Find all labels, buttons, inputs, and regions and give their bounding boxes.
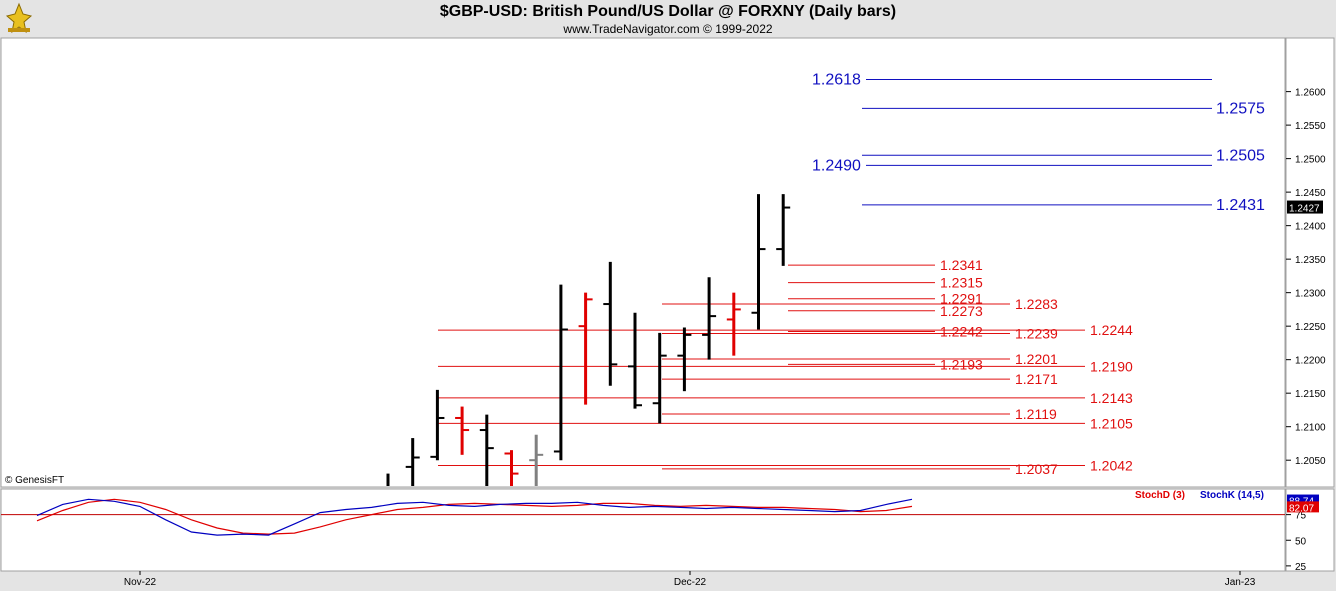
- price-axis-tick-label: 1.2050: [1295, 456, 1326, 467]
- stoch-panel-bg: [0, 488, 1286, 572]
- stoch-series-line: [36, 498, 913, 536]
- price-bars: [386, 194, 791, 486]
- price-axis-tick-label: 1.2550: [1295, 121, 1326, 132]
- stoch-legend: StochD (3) StochK (14,5): [1135, 490, 1264, 501]
- price-axis-tick-label: 1.2600: [1295, 88, 1326, 99]
- fib-label: 1.2242: [940, 324, 983, 340]
- stoch-last-value-marker: [1287, 501, 1319, 513]
- price-axis-tick-label: 1.2200: [1295, 356, 1326, 367]
- date-axis-tick-label: Dec-22: [674, 577, 707, 588]
- price-axis-tick-label: 1.2150: [1295, 389, 1326, 400]
- fib-label: 1.2042: [1090, 458, 1133, 474]
- fib-label: 1.2273: [940, 303, 983, 319]
- price-axis-tick-label: 1.2300: [1295, 289, 1326, 300]
- fib-label: 1.2505: [1216, 147, 1265, 164]
- fib-label: 1.2119: [1015, 406, 1057, 422]
- fib-label: 1.2143: [1090, 390, 1133, 406]
- fib-label: 1.2190: [1090, 358, 1133, 374]
- fib-label: 1.2575: [1216, 100, 1265, 117]
- price-axis-tick-label: 1.2100: [1295, 423, 1326, 434]
- stoch-axis-tick-label: 75: [1295, 511, 1307, 522]
- stoch-axis-tick-label: 25: [1295, 562, 1307, 573]
- fib-label: 1.2618: [812, 72, 861, 89]
- fib-label: 1.2283: [1015, 296, 1058, 312]
- price-axis: 1.2600 1.2550 1.2500 1.2450 1.2400 1.2350 1.23…: [1286, 88, 1326, 467]
- stoch-legend-k: StochK (14,5): [1200, 490, 1264, 501]
- chart-header: $GBP-USD: British Pound/US Dollar @ FORX…: [0, 0, 1336, 38]
- stochastic-lines: [1, 498, 1285, 536]
- fib-label: 1.2193: [940, 356, 983, 372]
- stoch-last-value-marker: [1287, 494, 1319, 506]
- last-price-marker: [1287, 200, 1323, 214]
- trade-navigator-logo-icon: [5, 2, 33, 34]
- stoch-axis: 75502588.7482.07: [1286, 494, 1319, 573]
- fib-label: 1.2490: [812, 157, 861, 174]
- fib-levels: 1.2618 1.2575 1.2505 1.2490 1.2431 1.2341 1.23…: [438, 72, 1265, 477]
- price-axis-tick-label: 1.2350: [1295, 255, 1326, 266]
- stoch-legend-d: StochD (3): [1135, 490, 1185, 501]
- fib-label: 1.2037: [1015, 461, 1058, 477]
- last-price-label: 1.2427: [1289, 204, 1320, 215]
- price-axis-tick-label: 1.2400: [1295, 222, 1326, 233]
- stoch-last-value-label: 82.07: [1289, 503, 1314, 514]
- date-axis-tick-label: Jan-23: [1225, 577, 1256, 588]
- price-axis-tick-label: 1.2250: [1295, 322, 1326, 333]
- fib-label: 1.2315: [940, 275, 983, 291]
- fib-label: 1.2105: [1090, 415, 1133, 431]
- chart-title: $GBP-USD: British Pound/US Dollar @ FORX…: [439, 3, 897, 20]
- fib-label: 1.2341: [940, 257, 983, 273]
- chart-subtitle: www.TradeNavigator.com © 1999-2022: [563, 22, 773, 36]
- fib-label: 1.2239: [1015, 326, 1058, 342]
- fib-label: 1.2431: [1216, 197, 1265, 214]
- fib-label: 1.2201: [1015, 351, 1058, 367]
- fib-label: 1.2171: [1015, 371, 1058, 387]
- date-axis: Nov-22 Dec-22 Jan-23: [124, 571, 1256, 588]
- date-axis-tick-label: Nov-22: [124, 577, 157, 588]
- stoch-series-line: [36, 498, 913, 535]
- price-axis-tick-label: 1.2500: [1295, 155, 1326, 166]
- fib-label: 1.2244: [1090, 322, 1133, 338]
- price-axis-bg: [1285, 37, 1335, 488]
- price-axis-tick-label: 1.2450: [1295, 188, 1326, 199]
- price-panel-bg: [0, 37, 1286, 488]
- fib-label: 1.2291: [940, 291, 983, 307]
- stoch-axis-tick-label: 50: [1295, 536, 1307, 547]
- watermark: © GenesisFT: [5, 475, 64, 486]
